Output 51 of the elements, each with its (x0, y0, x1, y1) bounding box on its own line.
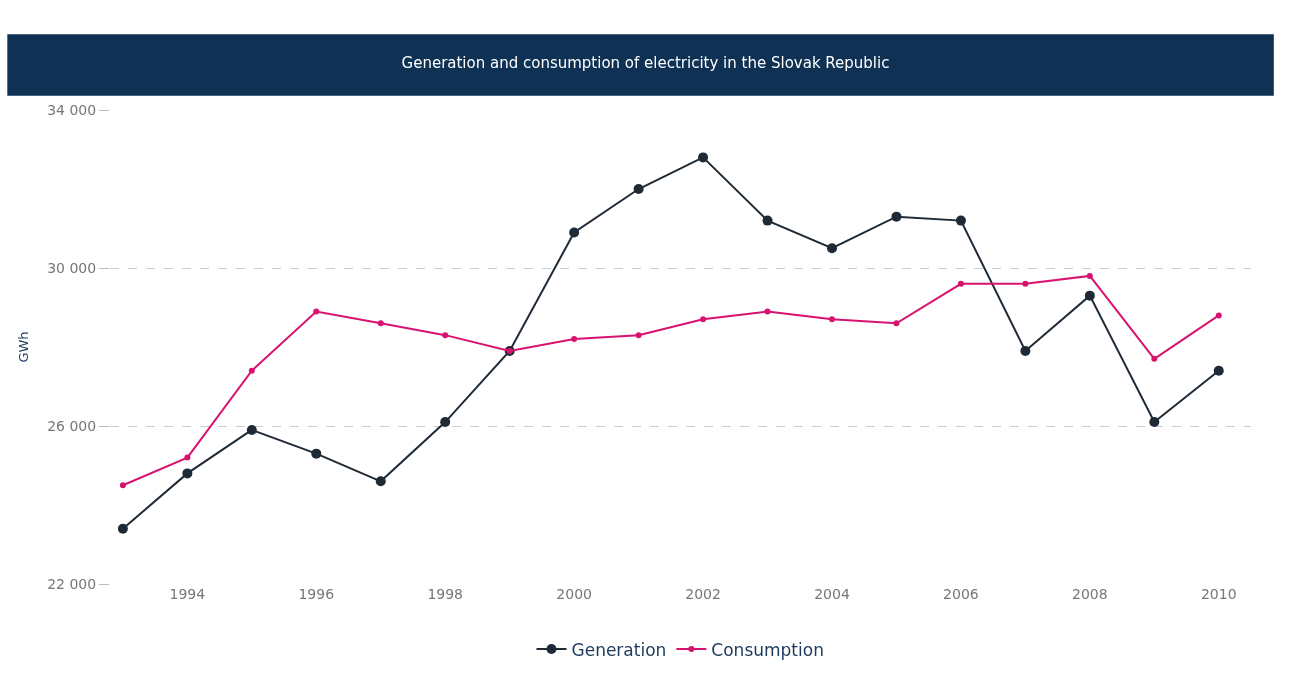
x-tick-label: 2010 (1200, 586, 1237, 602)
point (248, 367, 255, 374)
point (313, 308, 320, 315)
point (571, 336, 578, 343)
point (377, 320, 384, 327)
x-tick-label: 2008 (1072, 586, 1108, 602)
point (119, 482, 126, 489)
y-tick-label: 22 000 (47, 575, 97, 592)
point (633, 184, 644, 194)
x-tick-label: 1994 (169, 586, 206, 602)
point (1020, 345, 1031, 356)
point (184, 454, 191, 461)
point (826, 243, 837, 254)
x-tick-label: 2000 (556, 586, 592, 602)
y-axis-title: GWh (16, 331, 32, 363)
x-tick-label: 2002 (685, 586, 721, 602)
point (762, 215, 773, 226)
point (1086, 272, 1093, 279)
chart-title: Generation and consumption of electricity in the Slovak Republic (401, 54, 890, 73)
point (1149, 417, 1160, 428)
point (117, 523, 128, 534)
point (311, 448, 322, 459)
point (893, 320, 900, 327)
x-tick-label: 1996 (298, 586, 335, 602)
point (764, 308, 771, 315)
legend-label: Consumption (711, 639, 824, 660)
point (635, 332, 642, 339)
y-tick-label: 30 000 (47, 259, 97, 276)
point (1084, 290, 1095, 301)
point (955, 215, 966, 226)
x-tick-label: 1998 (427, 586, 464, 602)
point (1215, 312, 1222, 319)
point (957, 280, 964, 287)
point (891, 211, 902, 222)
point (182, 468, 193, 479)
x-tick-label: 2006 (943, 586, 979, 602)
point (1213, 365, 1224, 376)
point (442, 332, 449, 339)
y-tick-label: 26 000 (47, 417, 97, 434)
point (569, 227, 580, 238)
y-tick-label: 34 000 (47, 101, 97, 118)
point (1022, 280, 1029, 287)
point (698, 152, 709, 163)
point (828, 316, 835, 323)
point (440, 417, 451, 428)
point (1151, 355, 1158, 362)
x-tick-label: 2004 (814, 586, 850, 602)
point (700, 316, 707, 323)
point (375, 476, 386, 487)
point (246, 424, 257, 435)
legend-label: Generation (571, 639, 667, 660)
